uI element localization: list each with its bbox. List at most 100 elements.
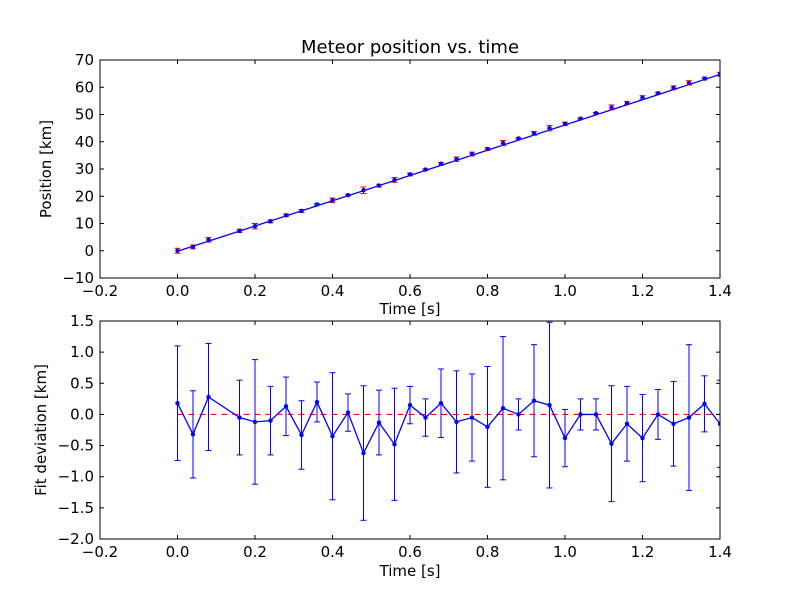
position-chart-ticks: −0.2 0.0 0.2 0.4 0.6 0.8 1.0 1.2 1.4 −10 0 10 20 30 40…	[62, 51, 732, 300]
deviation-xtick-label: 1.2	[631, 543, 655, 561]
deviation-xtick-label: −0.2	[82, 543, 118, 561]
position-data-point	[671, 85, 676, 90]
position-data-point	[624, 100, 630, 106]
position-ytick-label: 60	[75, 78, 94, 96]
position-data-point	[640, 95, 645, 100]
position-data-point	[547, 125, 552, 131]
position-ytick-label: 20	[75, 187, 94, 205]
position-data-point	[717, 71, 720, 77]
position-ytick-label: 10	[75, 215, 94, 233]
position-data-point	[314, 202, 320, 207]
deviation-xtick-label: 1.0	[553, 543, 577, 561]
position-xtick-label: 0.4	[321, 282, 345, 300]
deviation-y-axis-label: Fit deviation [km]	[32, 364, 50, 496]
deviation-chart-marks	[174, 321, 720, 521]
position-data-point	[299, 208, 304, 214]
position-data-point	[423, 167, 428, 172]
position-data-point	[392, 177, 397, 183]
position-xtick-label: 0.0	[166, 282, 190, 300]
deviation-data-point	[485, 424, 490, 430]
position-ytick-label: 40	[75, 133, 94, 151]
position-data-point	[330, 198, 335, 203]
position-data-point	[206, 237, 211, 243]
deviation-data-point	[175, 401, 180, 406]
deviation-data-point	[469, 415, 475, 420]
position-data-point	[469, 151, 475, 157]
deviation-data-point	[655, 412, 661, 417]
deviation-chart-ticks: −0.2 0.0 0.2 0.4 0.6 0.8 1.0 1.2 1.4 −2.0 −1.5 −1.0…	[58, 312, 732, 561]
deviation-chart: −0.2 0.0 0.2 0.4 0.6 0.8 1.0 1.2 1.4 −2.0 −1.5 −1.0…	[32, 312, 732, 580]
deviation-ytick-label: −1.0	[58, 468, 94, 486]
position-data-point	[702, 76, 707, 81]
deviation-data-point	[423, 415, 428, 420]
deviation-x-axis-label: Time [s]	[379, 562, 441, 580]
deviation-xtick-label: 0.6	[398, 543, 422, 561]
deviation-data-point	[190, 432, 196, 437]
deviation-data-point	[717, 421, 720, 426]
position-y-axis-label: Position [km]	[37, 120, 55, 218]
position-data-point	[531, 131, 537, 136]
position-data-layer	[174, 71, 720, 254]
deviation-data-point	[299, 432, 304, 438]
deviation-data-point	[624, 421, 630, 426]
deviation-data-point	[609, 441, 614, 446]
position-data-point	[190, 244, 196, 250]
position-data-point	[283, 213, 289, 218]
deviation-data-point	[237, 415, 242, 420]
deviation-data-point	[438, 401, 444, 406]
deviation-data-point	[314, 399, 320, 405]
deviation-ytick-label: −2.0	[58, 530, 94, 548]
deviation-data-point	[671, 421, 676, 426]
deviation-xtick-label: 0.4	[321, 543, 345, 561]
position-xtick-label: 0.6	[398, 282, 422, 300]
position-chart: −0.2 0.0 0.2 0.4 0.6 0.8 1.0 1.2 1.4 −10 0 10 20 30 40…	[37, 37, 732, 318]
position-data-point	[516, 136, 521, 141]
deviation-data-point	[593, 412, 599, 417]
deviation-ytick-label: 1.0	[70, 343, 94, 361]
deviation-data-layer	[174, 321, 720, 521]
position-data-point	[237, 228, 242, 234]
position-chart-title: Meteor position vs. time	[301, 37, 519, 58]
position-data-point	[175, 248, 180, 253]
deviation-data-point	[640, 435, 645, 441]
deviation-data-point	[268, 418, 273, 423]
deviation-ytick-label: −1.5	[58, 499, 94, 517]
deviation-ytick-label: 0.5	[70, 374, 94, 392]
position-data-point	[578, 116, 583, 121]
position-data-point	[438, 161, 444, 167]
deviation-xtick-label: 0.8	[476, 543, 500, 561]
deviation-ytick-label: −0.5	[58, 437, 94, 455]
deviation-data-point	[454, 419, 459, 425]
deviation-data-point	[376, 420, 382, 425]
position-data-point	[361, 188, 366, 193]
position-data-point	[454, 156, 459, 162]
deviation-data-point	[345, 410, 351, 415]
position-xtick-label: 0.2	[243, 282, 267, 300]
position-data-point	[268, 219, 273, 224]
position-xtick-label: 1.4	[708, 282, 732, 300]
position-data-point	[562, 121, 568, 126]
position-plot-area	[100, 60, 720, 278]
deviation-plot-area	[100, 321, 720, 539]
position-data-point	[252, 224, 258, 229]
deviation-data-point	[283, 404, 289, 409]
position-data-point	[593, 110, 599, 116]
deviation-xtick-label: 0.2	[243, 543, 267, 561]
deviation-data-point	[330, 434, 335, 439]
position-ytick-label: 0	[84, 242, 94, 260]
position-chart-marks	[174, 71, 720, 254]
deviation-xtick-label: 0.0	[166, 543, 190, 561]
deviation-data-point	[392, 442, 397, 447]
position-ytick-label: −10	[62, 269, 94, 287]
position-ytick-label: 50	[75, 106, 94, 124]
position-ytick-label: 30	[75, 160, 94, 178]
deviation-ytick-label: 0.0	[70, 405, 94, 423]
deviation-data-point	[547, 402, 552, 408]
position-data-point	[655, 91, 661, 96]
position-data-point	[376, 183, 382, 188]
position-xtick-label: 1.2	[631, 282, 655, 300]
deviation-ytick-label: 1.5	[70, 312, 94, 330]
position-data-point	[407, 172, 413, 177]
